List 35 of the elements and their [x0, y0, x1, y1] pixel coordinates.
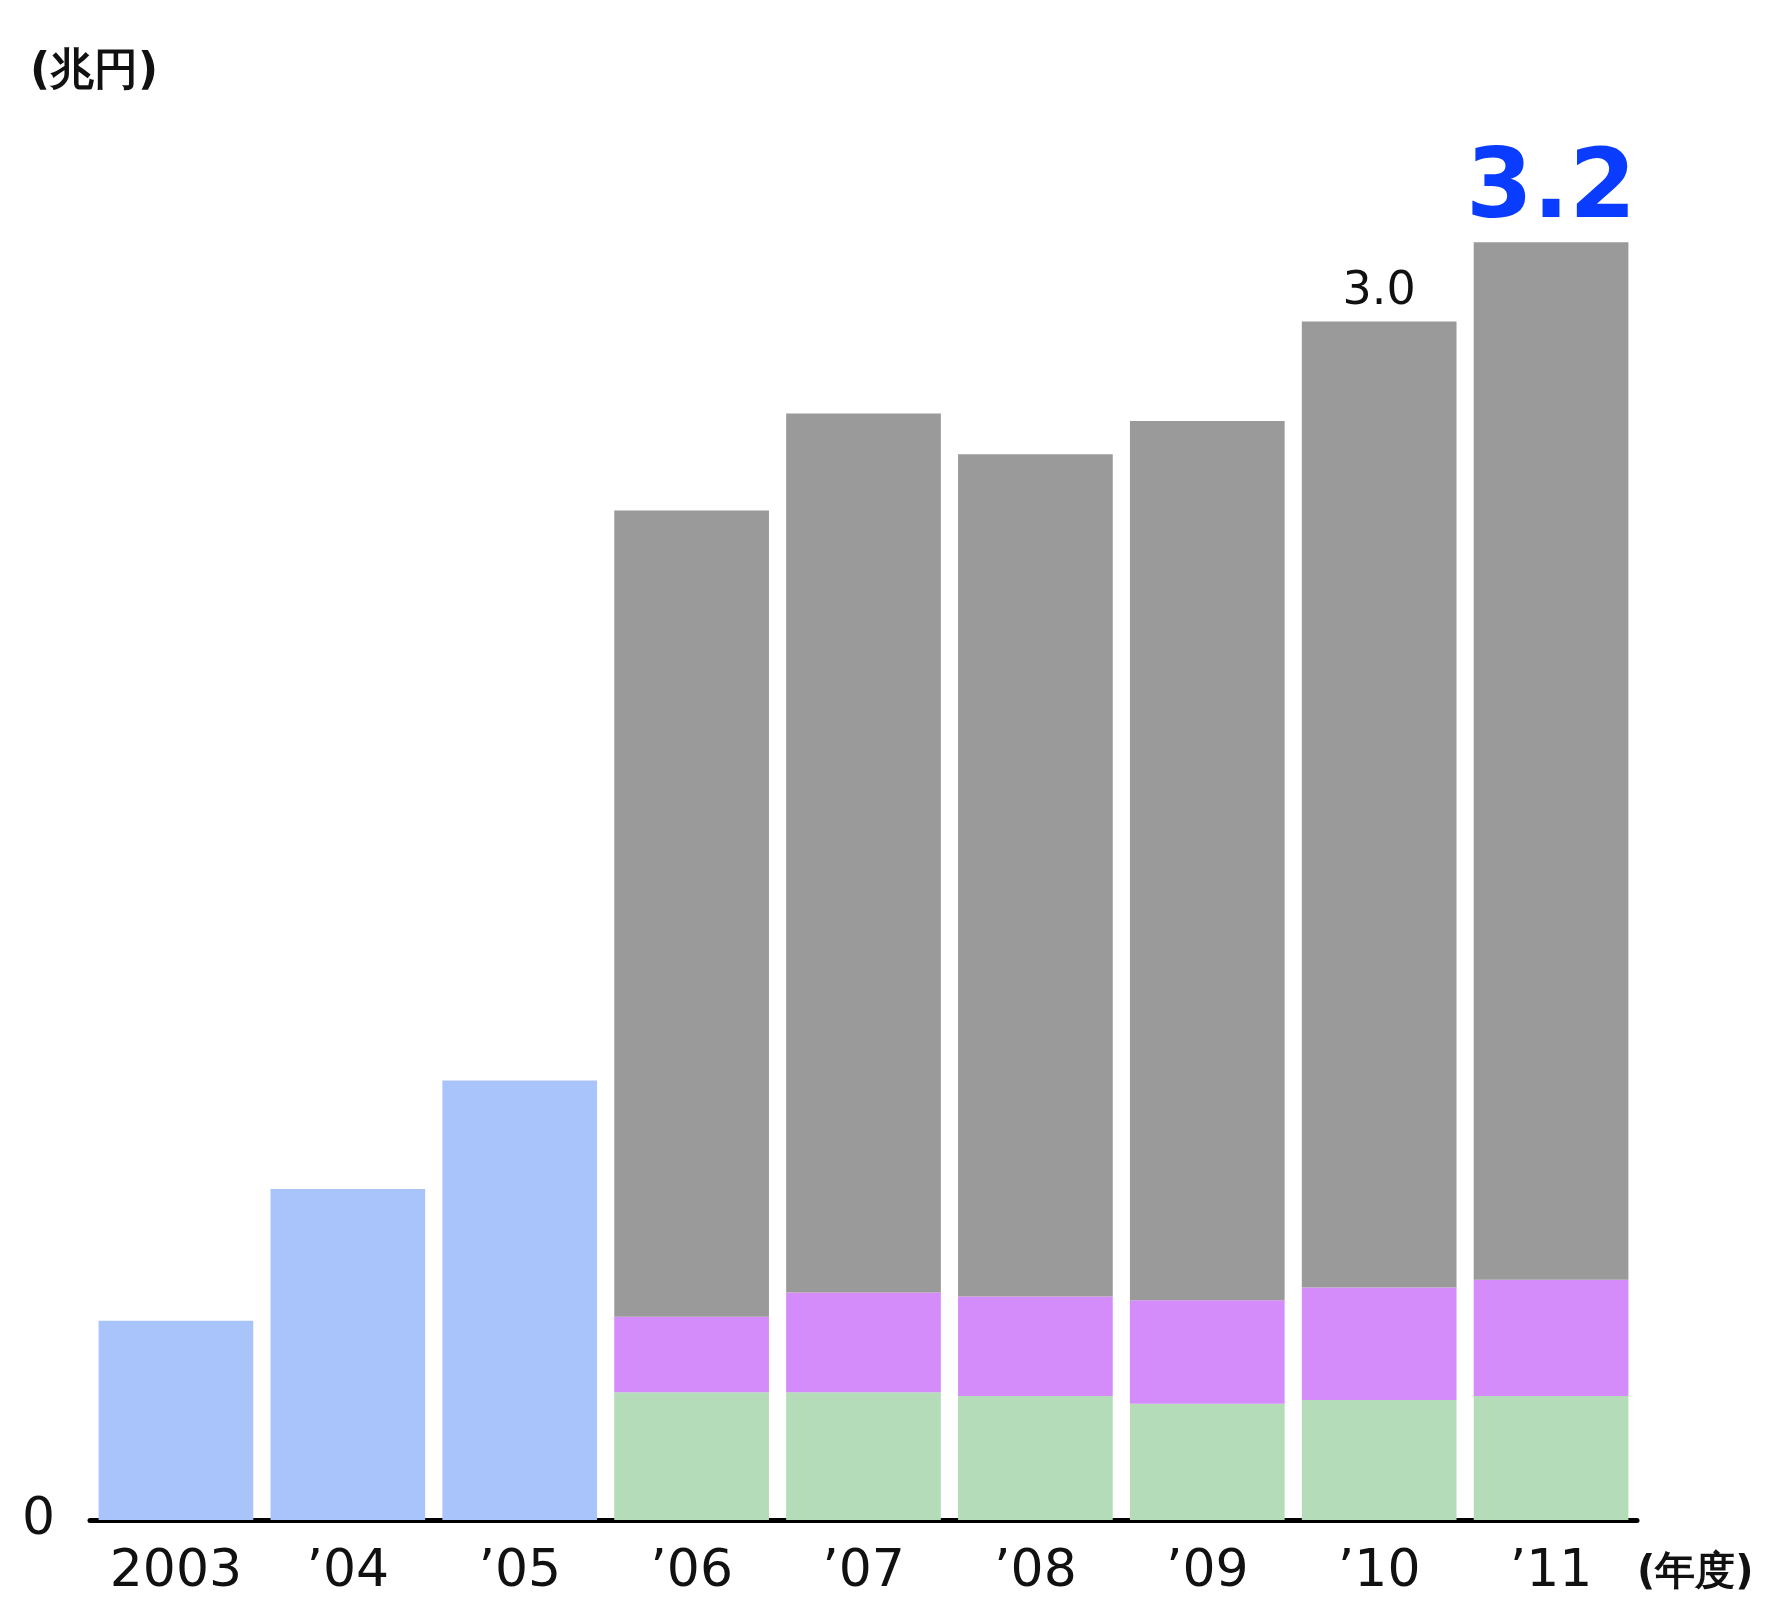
bar: [1129, 1300, 1285, 1404]
x-tick-label: ’07: [822, 1538, 905, 1598]
bar: [958, 454, 1113, 1297]
text: 0: [22, 1486, 56, 1546]
bar: [958, 1396, 1113, 1520]
bar: [1301, 1287, 1457, 1400]
x-tick-label: ’11: [1509, 1538, 1593, 1598]
bar: [270, 1189, 426, 1520]
bar: [1301, 321, 1457, 1288]
bar: [1301, 1399, 1457, 1520]
bar: [786, 413, 941, 1293]
x-tick-label: ’09: [1165, 1538, 1249, 1598]
bar: [1473, 1396, 1629, 1520]
annotation: 3.0: [1342, 261, 1416, 316]
bar: [1129, 1403, 1285, 1520]
x-tick-label: ’06: [650, 1538, 733, 1598]
x-tick-label: ’05: [478, 1538, 562, 1598]
x-tick-label: ’10: [1337, 1538, 1421, 1598]
x-tick-label: ’04: [306, 1538, 390, 1598]
bar: [442, 1080, 598, 1520]
bar: [614, 510, 769, 1317]
y-axis-title: (兆円): [30, 42, 159, 94]
annotation: 3.2: [1466, 128, 1637, 241]
bar: [98, 1320, 254, 1520]
bar: [1473, 1279, 1629, 1397]
bar: [1129, 421, 1285, 1301]
x-tick-label: ’08: [994, 1538, 1077, 1598]
x-tick-label: 2003: [109, 1538, 243, 1598]
bar: [786, 1292, 941, 1393]
bar: [1473, 242, 1629, 1280]
x-axis-title: (年度): [1637, 1547, 1754, 1593]
bar: [614, 1316, 769, 1393]
bar: [614, 1392, 769, 1520]
bar: [786, 1392, 941, 1520]
bar: [958, 1296, 1113, 1397]
